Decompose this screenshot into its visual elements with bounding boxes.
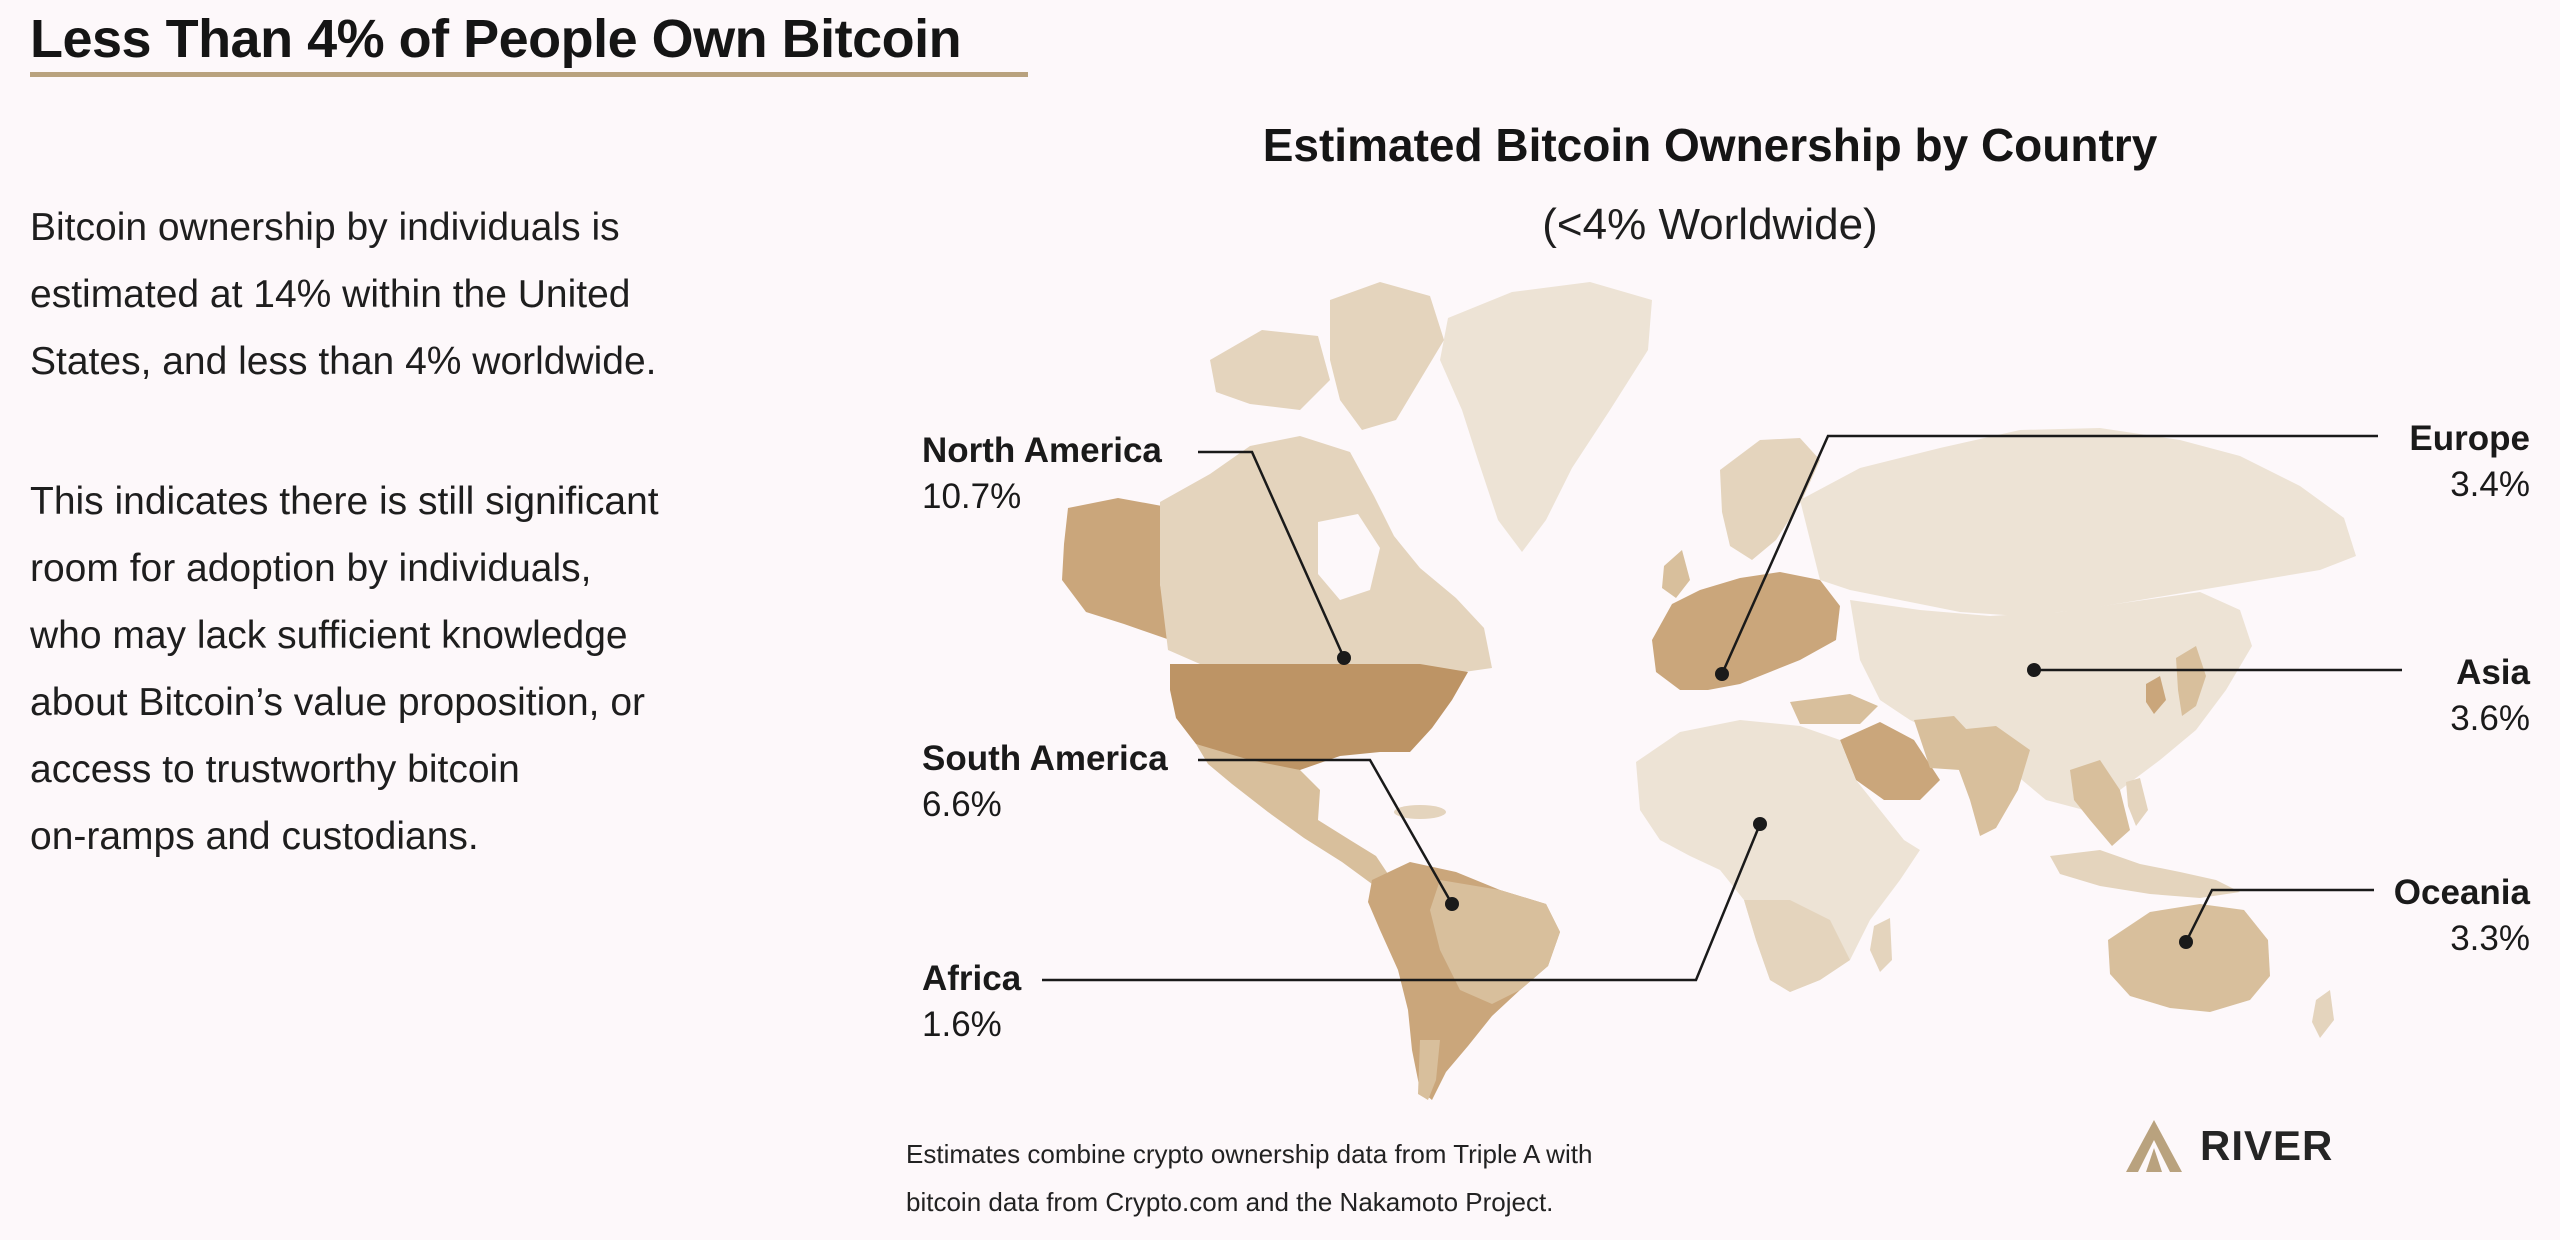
landmass-indonesia (2050, 850, 2240, 898)
river-logo-icon (2126, 1120, 2182, 1172)
leader-dot-af (1753, 817, 1767, 831)
hudson-bay (1318, 514, 1380, 600)
footnote-line: Estimates combine crypto ownership data … (906, 1139, 1593, 1169)
leader-line-af (1042, 823, 1762, 982)
leader-dot-na (1337, 651, 1351, 665)
source-footnote: Estimates combine crypto ownership data … (906, 1130, 1592, 1226)
landmass-alaska (1062, 498, 1170, 640)
footnote-line: bitcoin data from Crypto.com and the Nak… (906, 1187, 1554, 1217)
landmass-southern-africa (1744, 900, 1850, 992)
leader-dot-oc (2179, 935, 2193, 949)
region-name: Oceania (2393, 873, 2530, 912)
region-percent: 10.7% (922, 477, 1022, 516)
landmass-philippines (2126, 778, 2148, 826)
adoption-line: who may lack sufficient knowledge (30, 614, 628, 657)
region-label-europe: Europe 3.4% (2270, 416, 2530, 508)
landmass-turkey (1790, 694, 1878, 724)
region-label-oceania: Oceania 3.3% (2270, 870, 2530, 962)
intro-line: Bitcoin ownership by individuals is (30, 206, 620, 249)
region-name: South America (922, 739, 1168, 778)
logo-wordmark: RIVER (2200, 1122, 2334, 1169)
landmass-madagascar (1870, 918, 1892, 972)
landmass-patagonia (1418, 1040, 1440, 1100)
adoption-line: about Bitcoin’s value proposition, or (30, 681, 645, 724)
region-name: North America (922, 431, 1162, 470)
region-name: Asia (2456, 653, 2530, 692)
region-percent: 3.6% (2450, 699, 2530, 738)
leader-dot-as (2027, 663, 2041, 677)
landmass-japan (2176, 646, 2206, 716)
region-label-africa: Africa 1.6% (922, 956, 1021, 1048)
landmass-greenland (1440, 282, 1652, 552)
adoption-line: on-ramps and custodians. (30, 815, 479, 858)
landmass-arctic-islands (1330, 282, 1444, 430)
page-title: Less Than 4% of People Own Bitcoin (30, 9, 962, 69)
adoption-line: room for adoption by individuals, (30, 547, 592, 590)
title-underline (30, 72, 1028, 77)
landmass-europe (1652, 572, 1840, 690)
leader-line-eu (1720, 434, 2378, 675)
region-label-south-america: South America 6.6% (922, 736, 1168, 828)
region-percent: 3.4% (2450, 465, 2530, 504)
adoption-paragraph: This indicates there is still significan… (30, 468, 830, 870)
intro-line: States, and less than 4% worldwide. (30, 340, 657, 383)
region-name: Europe (2409, 419, 2530, 458)
region-name: Africa (922, 959, 1022, 998)
landmass-uk (1662, 550, 1690, 598)
landmass-india (1956, 726, 2030, 836)
landmass-arctic-islands-west (1210, 330, 1330, 410)
landmass-new-zealand (2312, 990, 2334, 1038)
map-title: Estimated Bitcoin Ownership by Country (1262, 119, 2158, 171)
landmass-asia (1850, 592, 2252, 810)
landmass-africa (1636, 720, 1920, 992)
map-subtitle: (<4% Worldwide) (1542, 200, 1878, 249)
leader-dot-eu (1715, 667, 1729, 681)
landmass-usa (1170, 664, 1468, 770)
landmass-korea (2146, 676, 2166, 714)
leader-line-oc (2184, 888, 2374, 943)
region-percent: 3.3% (2450, 919, 2530, 958)
landmass-russia (1800, 428, 2356, 616)
adoption-line: access to trustworthy bitcoin (30, 748, 520, 791)
adoption-line: This indicates there is still significan… (30, 480, 659, 523)
region-label-north-america: North America 10.7% (922, 428, 1162, 520)
intro-line: estimated at 14% within the United (30, 273, 631, 316)
region-percent: 6.6% (922, 785, 1002, 824)
landmass-mexico (1196, 744, 1392, 884)
leader-line-sa (1198, 758, 1454, 905)
landmass-middle-east (1840, 722, 1940, 800)
region-percent: 1.6% (922, 1005, 1002, 1044)
intro-paragraph: Bitcoin ownership by individuals is esti… (30, 194, 830, 395)
river-logo: RIVER (2122, 1116, 2333, 1176)
landmass-australia (2108, 904, 2270, 1012)
landmass-se-asia (2070, 760, 2130, 846)
landmass-brazil (1430, 880, 1560, 1004)
landmass-scandinavia (1720, 438, 1820, 560)
caribbean-islands (1394, 805, 1446, 819)
region-label-asia: Asia 3.6% (2270, 650, 2530, 742)
leader-line-na (1198, 450, 1346, 659)
leader-dot-sa (1445, 897, 1459, 911)
